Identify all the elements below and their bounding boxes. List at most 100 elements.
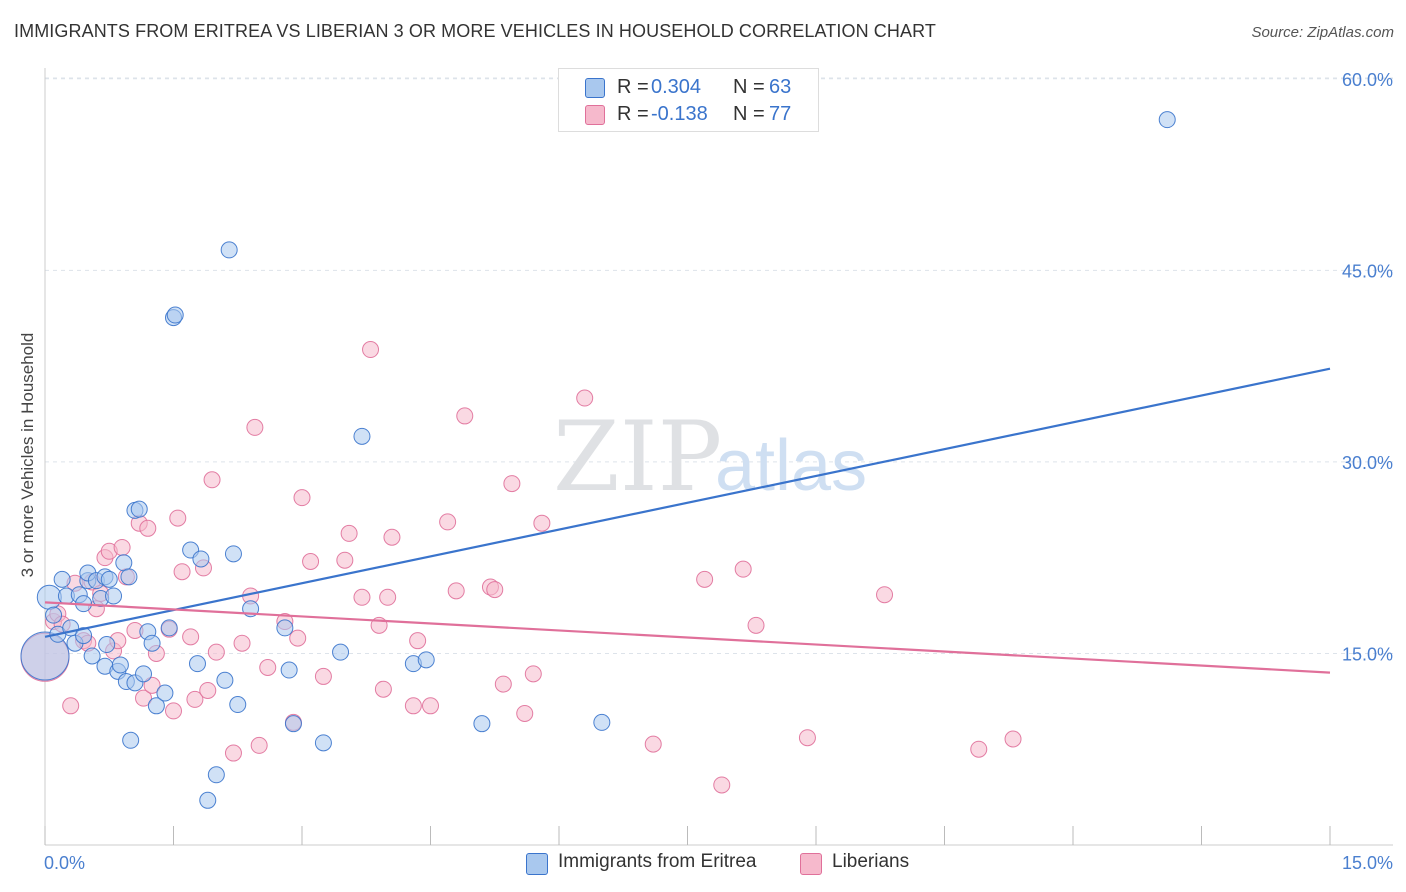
scatter-point (970, 740, 988, 758)
scatter-point (192, 550, 210, 568)
x-tick-label: 15.0% (1342, 853, 1393, 873)
scatter-point (876, 586, 894, 604)
x-tick-label: 0.0% (44, 853, 85, 873)
scatter-point (160, 619, 178, 637)
scatter-point (374, 680, 392, 698)
scatter-point (494, 675, 512, 693)
y-tick-label: 15.0% (1342, 644, 1393, 664)
scatter-point (1158, 111, 1176, 129)
scatter-point (229, 696, 247, 714)
scatter-point (280, 661, 298, 679)
scatter-point (503, 475, 521, 493)
watermark-atlas: atlas (715, 426, 867, 506)
liberians-trend-line (44, 601, 1331, 674)
scatter-point (20, 631, 70, 681)
scatter-point (1004, 730, 1022, 748)
scatter-point (156, 684, 174, 702)
r-label: R = (617, 76, 649, 98)
scatter-point (696, 570, 714, 588)
scatter-point (207, 766, 225, 784)
trend-lines (44, 367, 1331, 674)
r-label: R = (617, 103, 649, 125)
scatter-point (147, 697, 165, 715)
scatter-point (284, 715, 302, 733)
scatter-point (130, 500, 148, 518)
scatter-point (336, 551, 354, 569)
scatter-point (332, 643, 350, 661)
eritrea-legend-swatch (526, 853, 548, 875)
tick-labels: 15.0% 30.0% 45.0% 60.0% 0.0% 15.0% (44, 70, 1393, 873)
scatter-point (36, 584, 62, 610)
axes (44, 68, 1393, 846)
scatter-point (143, 634, 161, 652)
scatter-point (186, 690, 204, 708)
scatter-point (340, 524, 358, 542)
scatter-point (207, 643, 225, 661)
scatter-point (120, 568, 138, 586)
scatter-point (100, 570, 118, 588)
scatter-point (75, 627, 93, 645)
scatter-point (302, 553, 320, 571)
scatter-point (486, 581, 504, 599)
scatter-point (139, 519, 157, 537)
liberians-points (20, 341, 1022, 794)
watermark-zip: ZIP (553, 401, 722, 513)
liberians-legend-swatch (800, 853, 822, 875)
legend-label: Immigrants from Eritrea (558, 851, 757, 872)
scatter-point (447, 582, 465, 600)
scatter-point (169, 509, 187, 527)
scatter-point (45, 606, 63, 624)
scatter-point (404, 697, 422, 715)
scatter-point (362, 341, 380, 359)
scatter-point (798, 729, 816, 747)
scatter-point (143, 676, 161, 694)
scatter-point (53, 570, 71, 588)
chart-title: IMMIGRANTS FROM ERITREA VS LIBERIAN 3 OR… (14, 21, 936, 41)
n-value: 63 (769, 76, 792, 98)
n-label: N = (733, 103, 765, 125)
scatter-point (713, 776, 731, 794)
scatter-point (353, 588, 371, 606)
scatter-point (199, 791, 217, 809)
scatter-point (203, 471, 221, 489)
scatter-point (246, 418, 264, 436)
scatter-point (422, 697, 439, 715)
scatter-point (734, 560, 752, 578)
scatter-point (122, 731, 140, 749)
scatter-point (524, 665, 542, 683)
scatter-point (173, 563, 191, 581)
grid (45, 77, 1393, 654)
scatter-point (259, 658, 277, 676)
scatter-point (379, 588, 397, 606)
scatter-point (747, 616, 765, 634)
scatter-point (593, 713, 611, 731)
scatter-point (473, 715, 491, 733)
watermark: ZIP atlas (553, 401, 867, 513)
scatter-point (220, 241, 238, 259)
y-axis-label: 3 or more Vehicles in Household (18, 332, 37, 578)
y-tick-label: 60.0% (1342, 70, 1393, 90)
scatter-point (456, 407, 474, 425)
scatter-point (409, 632, 427, 650)
scatter-point (83, 647, 101, 665)
scatter-point (289, 629, 307, 647)
scatter-point (250, 736, 268, 754)
scatter-point (576, 389, 594, 407)
r-value: 0.304 (651, 76, 702, 98)
scatter-point (533, 514, 551, 532)
scatter-point (383, 528, 401, 546)
scatter-point (353, 427, 371, 445)
scatter-point (135, 689, 153, 707)
scatter-point (216, 671, 234, 689)
scatter-point (135, 665, 153, 683)
source-note: Source: ZipAtlas.com (1251, 24, 1394, 41)
scatter-point (98, 636, 116, 654)
legend-label: Liberians (832, 851, 910, 872)
scatter-point (314, 734, 332, 752)
scatter-point (105, 587, 123, 605)
scatter-point (224, 744, 242, 762)
scatter-point (644, 735, 662, 753)
scatter-point (439, 513, 457, 531)
scatter-point (199, 681, 217, 699)
scatter-point (224, 545, 242, 563)
